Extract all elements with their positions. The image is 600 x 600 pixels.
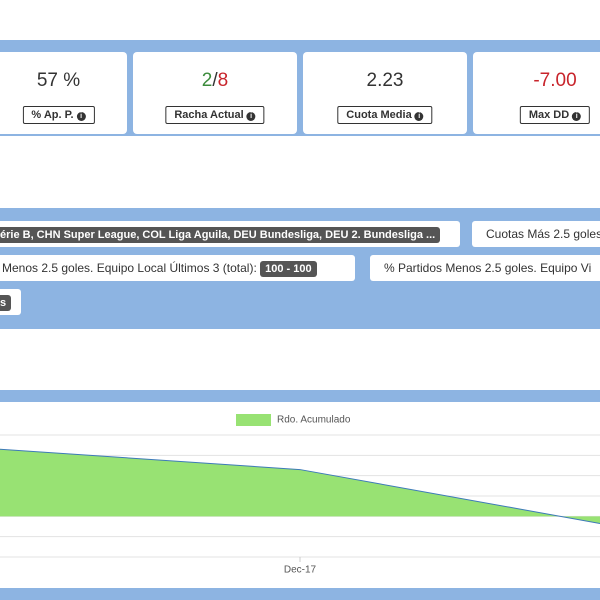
filter-tag[interactable]: s bbox=[0, 295, 12, 311]
stat-value: 2.23 bbox=[366, 70, 404, 91]
filter-box: s bbox=[0, 289, 21, 315]
stat-value: -7.00 bbox=[533, 70, 577, 91]
stat-label-text: % Ap. P. bbox=[31, 109, 74, 121]
stat-label[interactable]: Max DD i bbox=[519, 106, 591, 124]
filter-tag[interactable]: érie B, CHN Super League, COL Liga Aguil… bbox=[0, 227, 441, 243]
stat-value: 57 % bbox=[36, 70, 81, 91]
stat-value: 2/8 bbox=[133, 70, 297, 92]
stat-card: 2/8 Racha Actual i bbox=[133, 52, 297, 134]
filter-box[interactable]: % Partidos Menos 2.5 goles. Equipo Vi bbox=[370, 255, 600, 281]
filter-box: érie B, CHN Super League, COL Liga Aguil… bbox=[0, 221, 460, 247]
stat-label[interactable]: % Ap. P. i bbox=[22, 106, 95, 124]
misses: 8 bbox=[217, 70, 229, 91]
stat-label-text: Max DD bbox=[528, 109, 570, 121]
legend-swatch bbox=[236, 414, 271, 426]
separator: / bbox=[212, 70, 218, 91]
area bbox=[0, 449, 600, 524]
chart: Dec-17 Rdo. Acumulado bbox=[0, 402, 600, 588]
legend-label: Rdo. Acumulado bbox=[277, 415, 351, 426]
filter-tag[interactable]: 100 - 100 bbox=[260, 261, 317, 277]
stat-label[interactable]: Cuota Media i bbox=[337, 106, 433, 124]
info-icon: i bbox=[246, 112, 256, 121]
info-icon: i bbox=[572, 112, 582, 121]
stat-card: 57 % % Ap. P. i bbox=[0, 52, 127, 134]
stat-label-text: Cuota Media bbox=[346, 109, 412, 121]
info-icon: i bbox=[414, 112, 424, 121]
stat-label-text: Racha Actual bbox=[174, 109, 244, 121]
stat-label[interactable]: Racha Actual i bbox=[165, 106, 265, 124]
stat-card: 2.23 Cuota Media i bbox=[303, 52, 467, 134]
filter-box: Menos 2.5 goles. Equipo Local Últimos 3 … bbox=[0, 255, 355, 281]
line bbox=[0, 448, 600, 524]
filter-label: Menos 2.5 goles. Equipo Local Últimos 3 … bbox=[2, 261, 257, 275]
x-tick-label: Dec-17 bbox=[284, 565, 317, 576]
hits: 2 bbox=[201, 70, 213, 91]
stat-card: -7.00 Max DD i bbox=[473, 52, 600, 134]
filter-box[interactable]: Cuotas Más 2.5 goles bbox=[472, 221, 600, 247]
info-icon: i bbox=[76, 112, 86, 121]
